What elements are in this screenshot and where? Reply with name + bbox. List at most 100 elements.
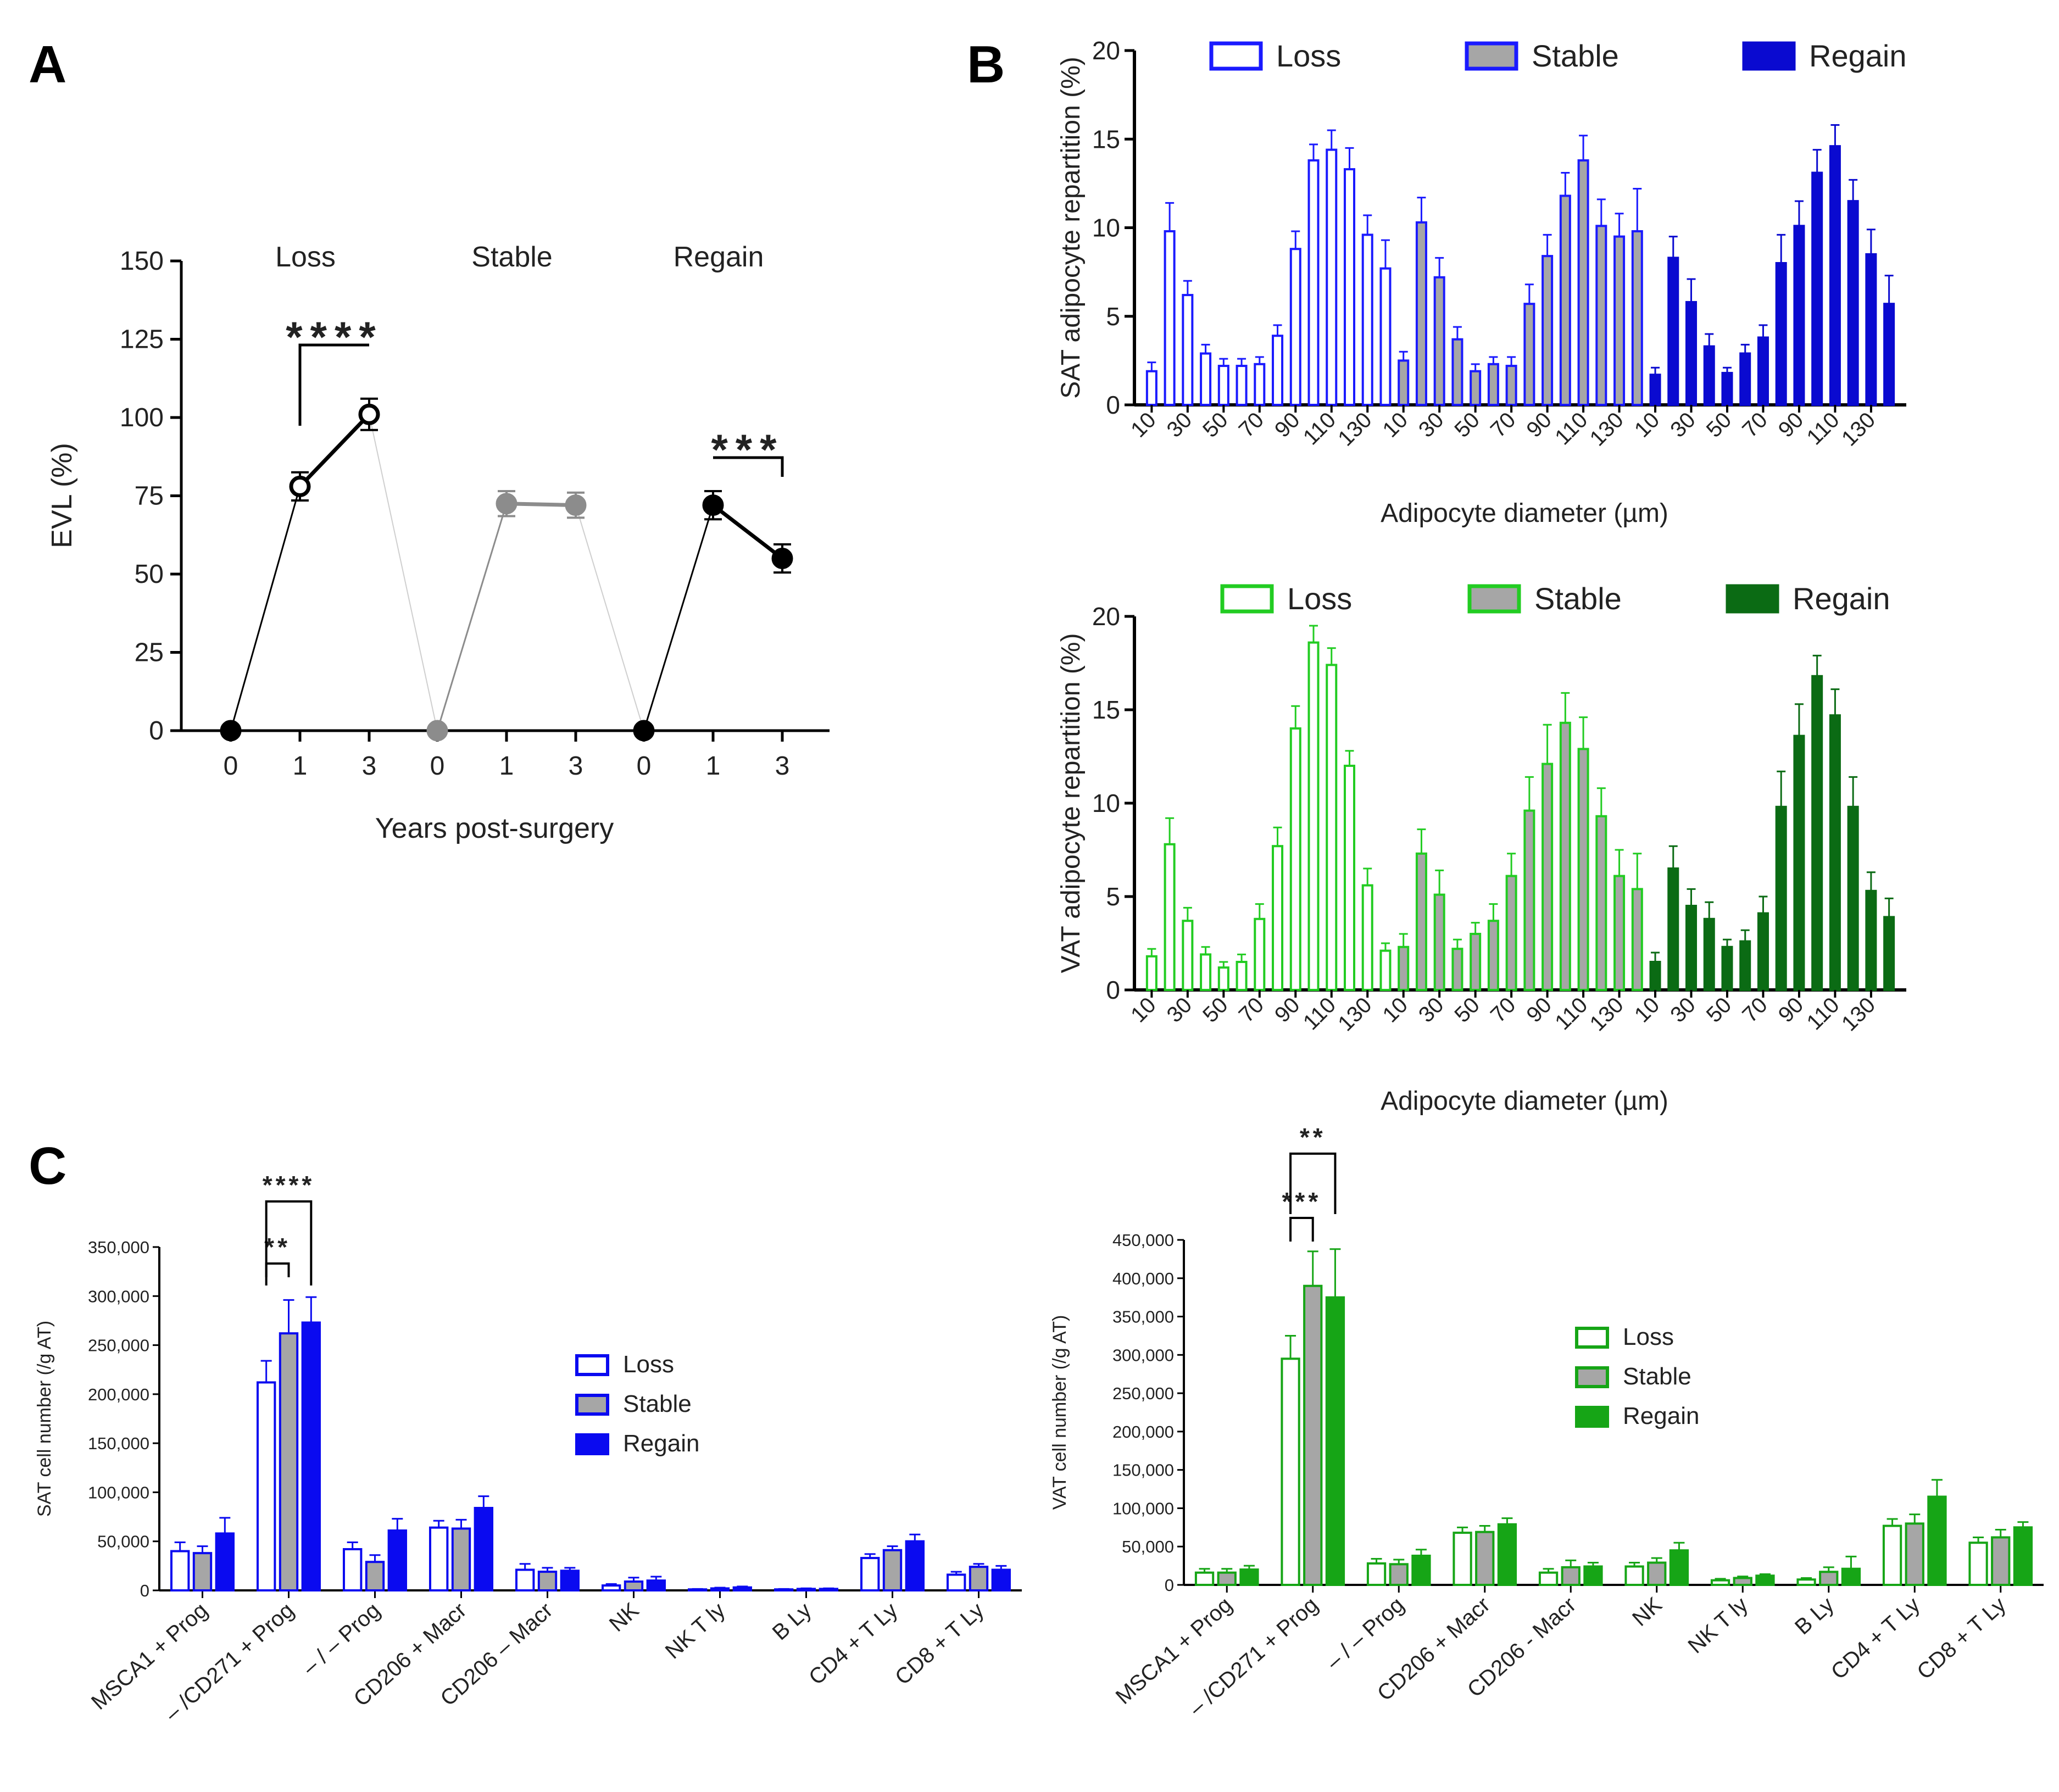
b-bar — [1200, 352, 1212, 406]
b-bar — [1272, 335, 1284, 406]
c-bar — [1733, 1577, 1752, 1586]
b-bar — [1775, 262, 1787, 406]
c-bar — [365, 1561, 385, 1592]
b-bar — [1685, 905, 1698, 991]
b-x-tick-label: 30 — [1414, 993, 1449, 1027]
a-y-tick-label: 75 — [135, 482, 164, 511]
c-legend-label: Loss — [623, 1351, 674, 1378]
b-bar — [1721, 945, 1733, 992]
b-bar — [1272, 845, 1284, 991]
c-y-tick-label: 200,000 — [1112, 1422, 1174, 1442]
b-bar — [1613, 875, 1626, 991]
b-bar — [1613, 235, 1626, 406]
b-bar — [1649, 961, 1661, 991]
c-y-tick-label: 50,000 — [1122, 1537, 1174, 1556]
b-bar — [1542, 255, 1554, 406]
b-bar — [1487, 920, 1499, 991]
b-x-tick-label: 110 — [1802, 993, 1844, 1034]
c-bar — [1239, 1568, 1259, 1586]
b-x-tick-label: 70 — [1738, 993, 1772, 1027]
c-x-tick-label: NK T ly — [661, 1598, 730, 1663]
c-legend-label: Stable — [1623, 1363, 1691, 1390]
b-x-tick-label: 90 — [1270, 993, 1305, 1027]
b-x-tick-label: 50 — [1702, 993, 1737, 1027]
b-x-tick-label: 110 — [1550, 993, 1592, 1034]
c-bar — [1281, 1357, 1300, 1586]
a-x-tick-label: 1 — [706, 752, 721, 781]
b-bar — [1703, 345, 1715, 407]
b-legend-label: Stable — [1532, 38, 1619, 73]
b-bar — [1739, 352, 1751, 406]
a-data-point — [771, 548, 793, 569]
b-x-tick-label: 130 — [1585, 993, 1628, 1036]
c-bar — [1389, 1563, 1409, 1587]
b-x-tick-label: 50 — [1450, 408, 1484, 442]
c-bar — [1538, 1571, 1559, 1587]
c-bar — [1497, 1523, 1517, 1587]
b-bar — [1487, 363, 1499, 407]
b-y-tick-label: 20 — [1092, 602, 1120, 631]
b-bar — [1343, 765, 1355, 991]
b-bar — [1811, 171, 1823, 406]
a-significance-bracket — [713, 456, 784, 477]
a-data-point — [565, 494, 587, 516]
b-bar — [1542, 763, 1554, 991]
a-x-tick-label: 0 — [224, 752, 238, 781]
a-group-label: Stable — [471, 241, 552, 273]
c-legend-label: Stable — [623, 1390, 692, 1417]
a-x-tick-label: 0 — [430, 752, 445, 781]
c-y-tick-label: 300,000 — [1112, 1345, 1174, 1365]
b-bar — [1667, 867, 1679, 991]
c-bar — [1905, 1522, 1924, 1586]
b-bar — [1307, 641, 1320, 991]
c-bar — [1624, 1565, 1644, 1586]
b-bar — [1217, 365, 1229, 406]
c-bar — [1561, 1566, 1581, 1587]
c-bar — [256, 1381, 276, 1591]
c-bar — [429, 1526, 449, 1592]
b-x-tick-label: 90 — [1522, 993, 1556, 1027]
a-series-line — [230, 486, 301, 731]
b-bar — [1829, 714, 1841, 991]
b-bar — [1811, 675, 1823, 992]
c-significance-bracket — [1289, 1153, 1337, 1214]
b-bar — [1307, 159, 1320, 406]
c-bar — [192, 1552, 213, 1591]
a-x-axis-title: Years post-surgery — [375, 812, 614, 844]
a-y-tick-label: 0 — [149, 716, 164, 745]
c-y-tick-label: 100,000 — [88, 1483, 149, 1502]
b-bar — [1865, 889, 1877, 992]
b-bar — [1631, 888, 1643, 992]
b-bar — [1685, 300, 1698, 407]
c-y-tick-label: 350,000 — [88, 1238, 149, 1257]
b-x-tick-label: 110 — [1299, 993, 1340, 1034]
a-group-label: Regain — [674, 241, 764, 273]
c-legend-label: Loss — [1623, 1323, 1674, 1350]
b-bar — [1451, 948, 1463, 991]
b-bar — [1289, 727, 1301, 991]
a-x-tick-label: 1 — [499, 752, 514, 781]
b-x-tick-label: 30 — [1666, 408, 1700, 442]
c-y-tick-label: 0 — [140, 1581, 149, 1600]
b-x-tick-label: 70 — [1738, 408, 1772, 442]
b-y-tick-label: 0 — [1106, 391, 1120, 419]
b-x-tick-label: 130 — [1333, 993, 1376, 1036]
a-y-tick-label: 25 — [135, 638, 164, 667]
c-bar — [537, 1571, 558, 1592]
c-x-tick-label: – / – Prog — [1322, 1593, 1409, 1674]
c-significance-bracket — [265, 1262, 290, 1277]
c-bar — [1583, 1565, 1603, 1586]
b-x-tick-label: 70 — [1486, 993, 1521, 1027]
b-bar — [1326, 148, 1338, 406]
b-x-tick-label: 130 — [1837, 408, 1880, 450]
b-bar — [1379, 949, 1392, 991]
b-bar — [1145, 370, 1158, 406]
b-bar — [1379, 267, 1392, 406]
b-y-tick-label: 20 — [1092, 36, 1120, 65]
c-bar — [969, 1566, 989, 1591]
b-bar — [1667, 257, 1679, 406]
b-y-tick-label: 5 — [1106, 302, 1120, 331]
c-significance-stars: ** — [1300, 1123, 1326, 1151]
c-legend-swatch — [575, 1354, 609, 1376]
c-bar — [1217, 1571, 1237, 1587]
